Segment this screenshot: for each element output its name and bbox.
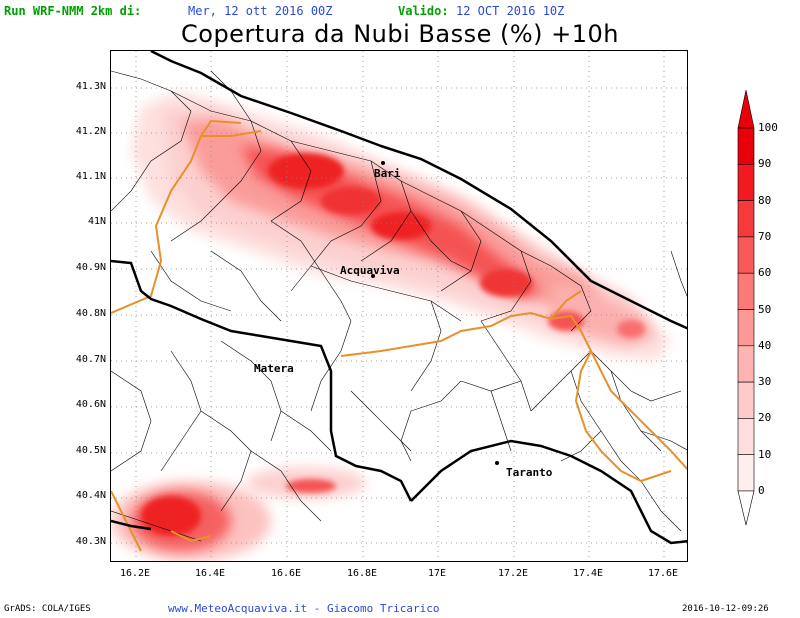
lon-tick-label: 17.2E (497, 568, 529, 579)
colorbar-segment (737, 418, 755, 455)
valid-label: Valido: (398, 4, 449, 18)
footer-timestamp: 2016-10-12-09:26 (682, 604, 769, 614)
lat-tick-label: 40.8N (75, 308, 106, 319)
city-taranto: Taranto (506, 466, 553, 479)
colorbar-segment (737, 127, 755, 165)
colorbar (737, 89, 755, 526)
city-acquaviva: Acquaviva (340, 264, 400, 277)
colorbar-min-arrow (737, 490, 755, 526)
cloud-patch-center-core (286, 479, 336, 493)
colorbar-tick-label: 90 (758, 157, 772, 171)
colorbar-tick-label: 70 (758, 229, 772, 243)
lon-tick-label: 17.4E (572, 568, 604, 579)
lat-tick-label: 40.9N (75, 262, 106, 273)
city-matera: Matera (254, 362, 294, 375)
cloud-core-2 (321, 187, 381, 215)
colorbar-segment (737, 454, 755, 492)
lat-tick-label: 40.6N (75, 399, 106, 410)
colorbar-tick-label: 10 (758, 447, 772, 461)
lat-tick-label: 40.7N (75, 354, 106, 365)
valid-date: 12 OCT 2016 10Z (456, 4, 565, 18)
colorbar-segment (737, 381, 755, 419)
coastline-and-regions (111, 51, 687, 545)
lon-tick-label: 16.8E (346, 568, 378, 579)
municipal-boundaries (111, 70, 687, 542)
lat-tick-label: 40.3N (75, 536, 106, 547)
map-title: Copertura da Nubi Basse (%) +10h (181, 20, 619, 48)
lat-tick-label: 41.3N (75, 81, 106, 92)
run-label: Run WRF-NMM 2km di: (4, 4, 142, 18)
colorbar-segment (737, 200, 755, 238)
city-bari: Bari (374, 167, 401, 180)
colorbar-max-arrow (737, 89, 755, 129)
run-date: Mer, 12 ott 2016 00Z (188, 4, 333, 18)
colorbar-segment (737, 164, 755, 201)
lat-tick-label: 40.5N (75, 445, 106, 456)
lon-tick-label: 16.2E (119, 568, 151, 579)
city-markers (371, 161, 499, 465)
colorbar-segment (737, 236, 755, 274)
cloud-core-5 (548, 311, 584, 331)
colorbar-tick-label: 0 (758, 484, 765, 497)
cloud-core-6 (617, 320, 645, 338)
lon-tick-label: 17E (427, 568, 447, 579)
colorbar-tick-label: 80 (758, 193, 772, 207)
lon-tick-label: 17.6E (647, 568, 679, 579)
colorbar-tick-label: 100 (758, 121, 778, 134)
lat-tick-label: 41.2N (75, 126, 106, 137)
colorbar-segment (737, 309, 755, 347)
colorbar-tick-label: 60 (758, 266, 772, 280)
colorbar-segment (737, 272, 755, 310)
lat-tick-label: 41N (87, 216, 106, 227)
lat-tick-label: 40.4N (75, 490, 106, 501)
colorbar-tick-label: 50 (758, 302, 772, 316)
province-boundaries (111, 119, 687, 552)
colorbar-tick-label: 20 (758, 411, 772, 425)
footer-website: www.MeteoAcquaviva.it - Giacomo Tricaric… (168, 602, 440, 615)
lon-tick-label: 16.6E (270, 568, 302, 579)
colorbar-tick-label: 30 (758, 375, 772, 389)
map-canvas (111, 51, 687, 561)
lon-tick-label: 16.4E (194, 568, 226, 579)
colorbar-segment (737, 345, 755, 383)
footer-credit: GrADS: COLA/IGES (4, 604, 91, 614)
map-frame (110, 50, 688, 562)
cloud-core-1 (268, 153, 344, 189)
cloud-core-4 (480, 269, 532, 297)
lat-tick-label: 41.1N (75, 171, 106, 182)
colorbar-tick-label: 40 (758, 338, 772, 352)
